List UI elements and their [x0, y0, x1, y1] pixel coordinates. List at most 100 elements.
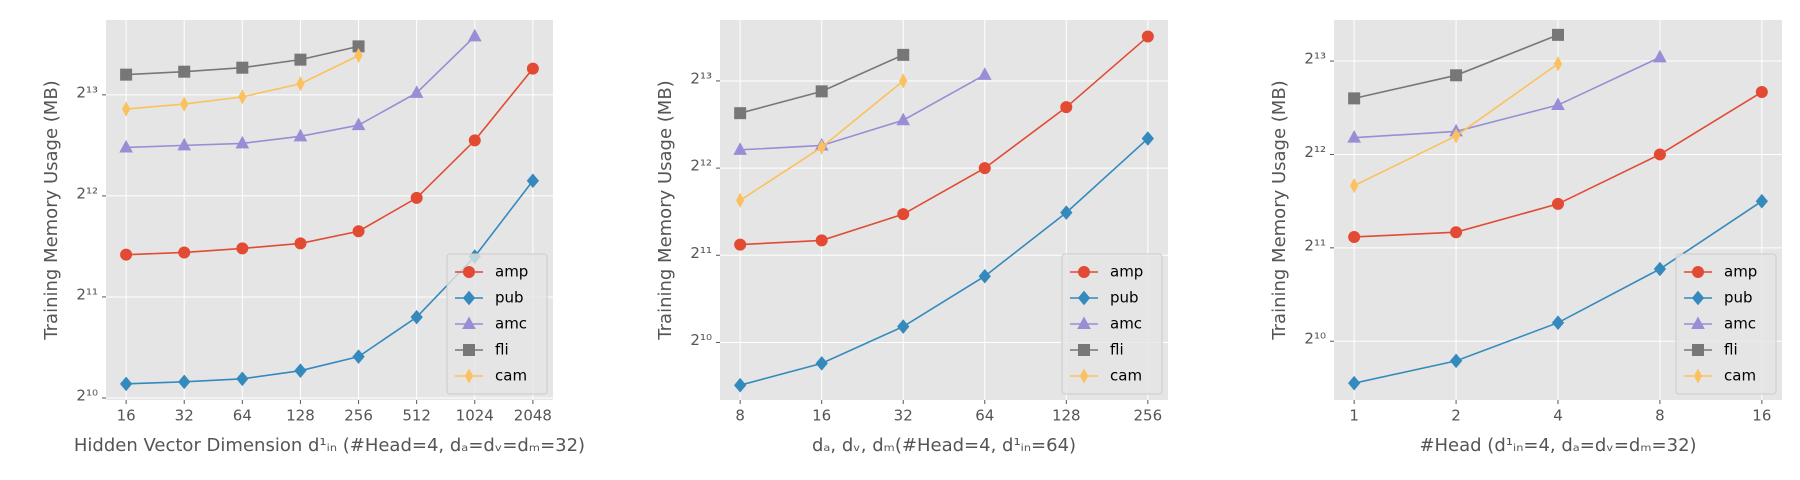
- legend-label: pub: [1110, 289, 1139, 307]
- marker: [1078, 344, 1090, 356]
- marker: [463, 344, 475, 356]
- legend-label: amc: [1724, 315, 1756, 333]
- marker: [235, 135, 250, 149]
- marker: [899, 73, 908, 89]
- legend-label: amp: [1110, 263, 1143, 281]
- y-tick-label: 2¹⁰: [1304, 330, 1326, 348]
- legend-label: pub: [495, 289, 524, 307]
- marker: [1348, 375, 1361, 391]
- marker: [1141, 30, 1154, 43]
- marker: [462, 316, 476, 329]
- marker: [1078, 266, 1090, 278]
- x-tick-label: 2048: [514, 407, 552, 425]
- legend: [1675, 253, 1777, 395]
- x-tick-label: 16: [812, 407, 831, 425]
- series-line: [739, 137, 1149, 386]
- marker: [467, 28, 482, 42]
- marker: [352, 225, 365, 238]
- x-tick-label: 128: [286, 407, 315, 425]
- x-tick-label: 32: [894, 407, 913, 425]
- marker: [1691, 316, 1705, 329]
- marker: [1079, 368, 1089, 384]
- legend-label: cam: [1724, 367, 1756, 385]
- marker: [1692, 266, 1704, 278]
- x-tick-label: 256: [344, 407, 373, 425]
- legend-label: fli: [1724, 341, 1738, 359]
- series-line: [126, 68, 534, 256]
- x-tick-label: 64: [975, 407, 994, 425]
- marker: [352, 349, 365, 364]
- y-tick-label: 2¹⁰: [76, 386, 98, 404]
- series-line: [1354, 56, 1661, 139]
- legend-label: pub: [1724, 289, 1753, 307]
- marker: [1755, 86, 1768, 99]
- marker: [121, 101, 131, 117]
- marker: [815, 85, 828, 98]
- x-tick-label: 64: [233, 407, 252, 425]
- x-tick-label: 512: [402, 407, 431, 425]
- y-tick-label: 2¹¹: [1304, 236, 1326, 254]
- marker: [733, 142, 748, 155]
- marker: [978, 162, 991, 175]
- marker: [462, 290, 476, 306]
- marker: [897, 48, 910, 61]
- marker: [120, 248, 133, 261]
- marker: [294, 363, 307, 378]
- marker: [1693, 368, 1703, 384]
- marker: [1653, 261, 1667, 277]
- marker: [1755, 193, 1768, 209]
- y-tick-label: 2¹²: [76, 184, 98, 202]
- y-tick-label: 2¹³: [76, 83, 98, 101]
- marker: [1450, 226, 1463, 239]
- marker: [1350, 178, 1359, 194]
- legend: [446, 253, 548, 395]
- marker: [410, 309, 423, 325]
- legend-label: amc: [1110, 315, 1142, 333]
- marker: [294, 237, 307, 250]
- x-axis-label: dₐ, dᵥ, dₘ(#Head=4, d¹ᵢₙ=64): [812, 435, 1076, 456]
- marker: [1449, 353, 1463, 369]
- marker: [296, 76, 305, 92]
- y-tick-label: 2¹⁰: [690, 331, 712, 349]
- y-axis-label: Training Memory Usage (MB): [41, 80, 62, 340]
- y-axis-label: Training Memory Usage (MB): [655, 80, 676, 340]
- marker: [1552, 28, 1564, 41]
- marker: [294, 53, 307, 66]
- marker: [1077, 290, 1091, 306]
- marker: [236, 371, 249, 387]
- legend-label: cam: [1110, 367, 1142, 385]
- marker: [351, 117, 366, 131]
- y-tick-label: 2¹²: [690, 157, 712, 175]
- marker: [238, 89, 247, 105]
- marker: [464, 368, 474, 384]
- marker: [977, 67, 992, 80]
- marker: [978, 268, 991, 284]
- marker: [354, 47, 363, 64]
- marker: [178, 65, 191, 78]
- x-tick-label: 8: [1655, 407, 1665, 425]
- x-tick-label: 1: [1349, 407, 1359, 425]
- marker: [177, 137, 192, 151]
- marker: [1347, 130, 1362, 143]
- marker: [815, 356, 828, 371]
- marker: [178, 374, 191, 390]
- marker: [1692, 344, 1704, 356]
- marker: [1348, 92, 1361, 105]
- marker: [119, 139, 133, 153]
- y-axis-label: Training Memory Usage (MB): [1269, 80, 1290, 340]
- marker: [1551, 315, 1565, 330]
- marker: [1653, 148, 1666, 161]
- x-tick-label: 1024: [456, 407, 494, 425]
- marker: [1691, 290, 1705, 306]
- marker: [526, 173, 540, 189]
- marker: [236, 61, 249, 74]
- marker: [1450, 69, 1463, 82]
- marker: [897, 208, 910, 221]
- x-tick-label: 256: [1134, 407, 1163, 425]
- marker: [734, 238, 747, 251]
- marker: [1060, 205, 1073, 220]
- marker: [734, 107, 747, 120]
- marker: [1551, 97, 1565, 111]
- x-tick-label: 2: [1451, 407, 1461, 425]
